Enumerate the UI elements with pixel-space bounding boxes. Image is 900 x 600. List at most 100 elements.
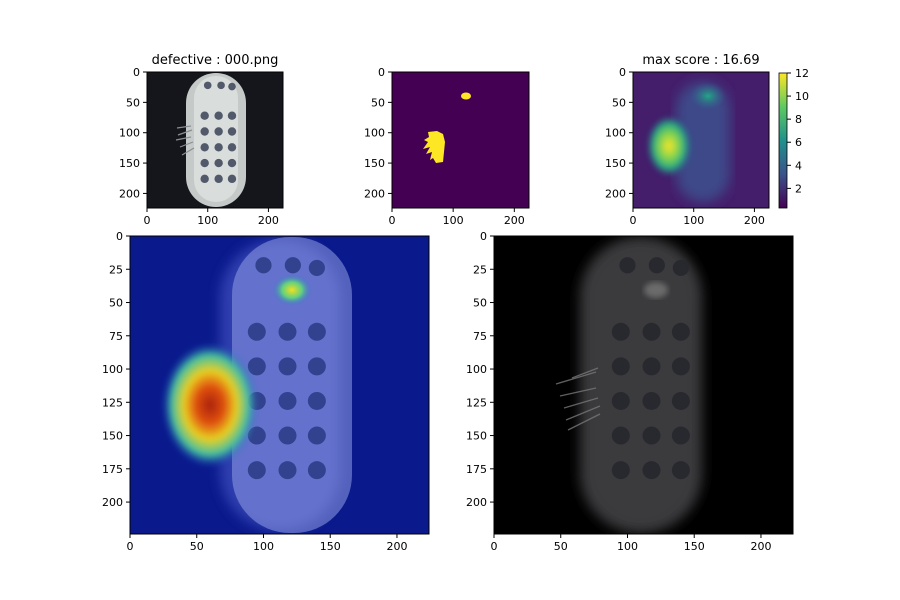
capsule-spot bbox=[307, 357, 326, 376]
y-tick-label: 150 bbox=[605, 157, 626, 170]
overlay-panel bbox=[129, 235, 430, 535]
capsule-spot bbox=[672, 259, 689, 277]
colorbar-tick-label: 10 bbox=[795, 90, 809, 103]
capsule-spot bbox=[227, 158, 237, 168]
capsule-spot bbox=[200, 143, 209, 152]
x-tick-label: 0 bbox=[389, 214, 396, 227]
capsule-spot bbox=[247, 357, 266, 376]
colorbar-tick-label: 4 bbox=[795, 159, 802, 172]
y-tick-label: 50 bbox=[371, 96, 385, 109]
mask-panel bbox=[391, 71, 530, 209]
x-tick-label: 0 bbox=[127, 540, 134, 553]
masked-capsule bbox=[580, 237, 702, 533]
y-tick-label: 175 bbox=[466, 463, 487, 476]
capsule-spot bbox=[203, 81, 212, 90]
x-tick-label: 100 bbox=[617, 540, 638, 553]
y-tick-label: 200 bbox=[466, 496, 487, 509]
capsule-spot bbox=[611, 322, 630, 341]
capsule-spot bbox=[671, 357, 690, 376]
capsule-spot bbox=[648, 257, 665, 274]
y-tick-label: 100 bbox=[119, 127, 140, 140]
y-tick-label: 200 bbox=[364, 187, 385, 200]
capsule-spot bbox=[227, 174, 237, 184]
y-tick-label: 200 bbox=[119, 187, 140, 200]
x-tick-label: 50 bbox=[190, 540, 204, 553]
y-tick-label: 150 bbox=[466, 430, 487, 443]
y-tick-label: 0 bbox=[619, 66, 626, 79]
y-tick-label: 100 bbox=[364, 127, 385, 140]
capsule-spot bbox=[642, 322, 661, 341]
capsule-spot bbox=[307, 426, 326, 445]
capsule-spot bbox=[671, 322, 690, 341]
x-tick-label: 100 bbox=[443, 214, 464, 227]
y-tick-label: 100 bbox=[605, 127, 626, 140]
capsule-spot bbox=[307, 322, 326, 341]
mask-defect-side bbox=[423, 131, 445, 163]
mask-defect-top bbox=[461, 92, 471, 100]
y-tick-label: 50 bbox=[473, 297, 487, 310]
capsule-spot bbox=[214, 143, 223, 152]
x-tick-label: 0 bbox=[491, 540, 498, 553]
colorbar-tick-label: 2 bbox=[795, 182, 802, 195]
capsule-spot bbox=[278, 357, 297, 376]
colorbar: 2 4 6 8 10 12 bbox=[778, 67, 809, 209]
y-tick-label: 100 bbox=[466, 363, 487, 376]
y-tick-label: 0 bbox=[480, 230, 487, 243]
x-tick-label: 50 bbox=[554, 540, 568, 553]
capsule-spot bbox=[611, 461, 630, 480]
y-tick-label: 0 bbox=[116, 230, 123, 243]
capsule-spot bbox=[642, 357, 661, 376]
score-title: max score : 16.69 bbox=[642, 53, 759, 68]
y-tick-label: 0 bbox=[378, 66, 385, 79]
capsule-spot bbox=[227, 111, 237, 120]
x-tick-label: 200 bbox=[750, 540, 771, 553]
capsule-spot bbox=[642, 391, 661, 410]
capsule-spot bbox=[671, 426, 690, 445]
capsule-spot bbox=[611, 357, 630, 376]
x-tick-label: 200 bbox=[258, 214, 279, 227]
capsule-spot bbox=[642, 426, 661, 445]
x-tick-label: 200 bbox=[744, 214, 765, 227]
capsule-spot bbox=[247, 322, 266, 341]
capsule-spot bbox=[227, 143, 237, 152]
capsule-spot bbox=[307, 461, 326, 480]
x-tick-label: 0 bbox=[144, 214, 151, 227]
capsule-spot bbox=[200, 111, 209, 120]
x-tick-label: 100 bbox=[253, 540, 274, 553]
capsule-spot bbox=[217, 81, 225, 90]
x-tick-label: 100 bbox=[683, 214, 704, 227]
capsule-spot bbox=[307, 391, 326, 410]
x-tick-label: 150 bbox=[684, 540, 705, 553]
capsule-spot bbox=[611, 426, 630, 445]
capsule-spot bbox=[278, 322, 297, 341]
capsule-spot bbox=[214, 174, 223, 184]
capsule-spot bbox=[255, 257, 272, 274]
capsule-spot bbox=[200, 158, 209, 168]
y-tick-label: 75 bbox=[473, 330, 487, 343]
y-tick-label: 100 bbox=[102, 363, 123, 376]
y-tick-label: 175 bbox=[102, 463, 123, 476]
y-tick-label: 50 bbox=[126, 96, 140, 109]
y-tick-label: 150 bbox=[102, 430, 123, 443]
original-title: defective : 000.png bbox=[152, 53, 279, 68]
y-tick-label: 75 bbox=[109, 330, 123, 343]
score-map-panel: max score : 16.69 bbox=[632, 53, 770, 209]
capsule-spot bbox=[278, 391, 297, 410]
x-tick-label: 150 bbox=[320, 540, 341, 553]
y-tick-label: 200 bbox=[102, 496, 123, 509]
capsule-spot bbox=[671, 391, 690, 410]
axes-ticks: 0 100 200 0 50 100 150 200 0 100 200 0 50 100 150 200 0 1… bbox=[102, 66, 771, 553]
y-tick-label: 200 bbox=[605, 187, 626, 200]
original-image-panel: defective : 000.png bbox=[146, 53, 284, 209]
capsule-spot bbox=[214, 127, 223, 136]
capsule-spot bbox=[284, 257, 301, 274]
y-tick-label: 50 bbox=[109, 297, 123, 310]
capsule-spot bbox=[247, 461, 266, 480]
capsule-spot bbox=[214, 111, 223, 120]
y-tick-label: 50 bbox=[612, 96, 626, 109]
capsule-spot bbox=[214, 158, 223, 168]
colorbar-tick-label: 8 bbox=[795, 113, 802, 126]
capsule-spot bbox=[200, 127, 209, 136]
x-tick-label: 200 bbox=[386, 540, 407, 553]
capsule-spot bbox=[278, 426, 297, 445]
